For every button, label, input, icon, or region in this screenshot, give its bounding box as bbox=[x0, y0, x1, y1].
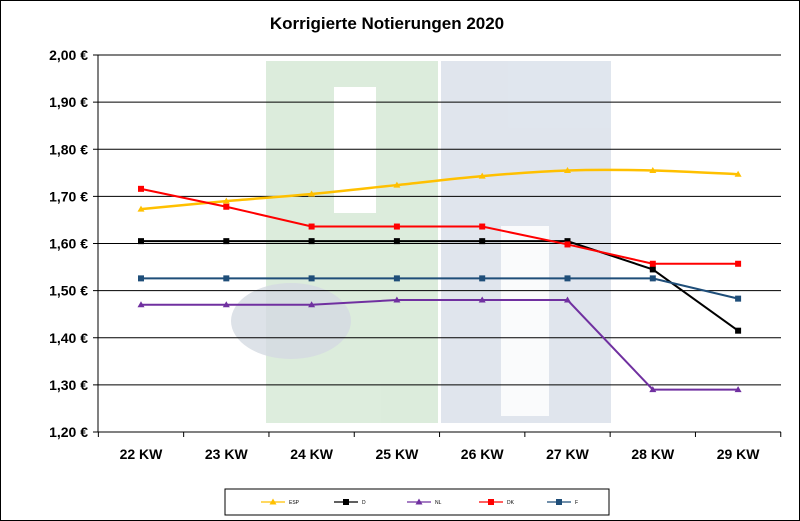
data-point-d bbox=[649, 266, 656, 273]
data-point-f bbox=[564, 275, 571, 282]
y-tick-label: 2,00 € bbox=[49, 47, 88, 63]
data-point-f bbox=[138, 275, 144, 282]
x-tick-label: 26 KW bbox=[461, 446, 505, 462]
data-point-esp bbox=[393, 181, 401, 188]
data-point-nl bbox=[478, 296, 486, 303]
x-tick-label: 28 KW bbox=[631, 446, 675, 462]
data-point-f bbox=[735, 295, 742, 302]
data-point-dk bbox=[223, 203, 230, 210]
series-line-f bbox=[141, 277, 739, 300]
legend-marker-nl bbox=[415, 498, 423, 505]
data-point-nl bbox=[308, 301, 316, 308]
data-point-esp bbox=[734, 170, 742, 177]
legend-marker-esp bbox=[269, 498, 277, 505]
y-tick-label: 1,50 € bbox=[49, 283, 88, 299]
chart-title: Korrigierte Notierungen 2020 bbox=[270, 14, 504, 33]
series-line-nl bbox=[141, 299, 739, 391]
data-point-d bbox=[735, 327, 742, 334]
legend-label-esp: ESP bbox=[289, 500, 300, 506]
data-point-dk bbox=[138, 185, 144, 192]
data-point-d bbox=[223, 238, 230, 245]
x-axis-ticks: 22 KW 23 KW 24 KW 25 KW 26 KW 27 KW 28 KW 29 KW bbox=[97, 432, 782, 462]
data-point-nl bbox=[734, 386, 742, 393]
y-tick-label: 1,40 € bbox=[49, 330, 88, 346]
data-point-f bbox=[649, 275, 656, 282]
x-tick-label: 23 KW bbox=[205, 446, 249, 462]
legend-label-nl: NL bbox=[435, 500, 442, 506]
data-point-f bbox=[223, 275, 230, 282]
legend-label-d: D bbox=[362, 500, 366, 506]
x-tick-label: 22 KW bbox=[120, 446, 164, 462]
legend-marker-dk bbox=[488, 499, 494, 505]
data-point-esp bbox=[308, 190, 316, 197]
data-point-nl bbox=[649, 386, 657, 393]
data-point-d bbox=[138, 238, 144, 245]
series-line-esp bbox=[140, 168, 739, 211]
data-point-esp bbox=[649, 166, 657, 173]
data-point-esp bbox=[222, 197, 230, 204]
data-point-esp bbox=[564, 166, 571, 173]
series-markers bbox=[137, 166, 742, 393]
legend-label-dk: DK bbox=[507, 500, 515, 506]
data-point-nl bbox=[137, 301, 145, 308]
data-point-dk bbox=[649, 260, 656, 267]
series-line-dk bbox=[140, 187, 739, 265]
series-lines bbox=[140, 168, 739, 391]
data-point-d bbox=[393, 238, 400, 245]
data-point-d bbox=[479, 238, 486, 245]
data-point-esp bbox=[478, 172, 486, 179]
y-tick-label: 1,30 € bbox=[49, 377, 88, 393]
y-axis-ticks: 1,20 € 1,30 € 1,40 € 1,50 € 1,60 € 1,70 € 1,80… bbox=[49, 47, 88, 440]
data-point-d bbox=[564, 238, 571, 245]
x-tick-label: 25 KW bbox=[376, 446, 420, 462]
data-point-dk bbox=[479, 223, 486, 230]
data-point-nl bbox=[393, 296, 401, 303]
data-point-dk bbox=[308, 223, 315, 230]
data-point-nl bbox=[564, 296, 571, 303]
data-point-dk bbox=[564, 241, 571, 248]
legend-marker-f bbox=[556, 499, 562, 505]
legend: ESP D NL DK F bbox=[224, 488, 610, 516]
data-point-esp bbox=[137, 205, 145, 212]
data-point-dk bbox=[393, 223, 400, 230]
gridlines bbox=[93, 54, 781, 433]
data-point-f bbox=[308, 275, 315, 282]
data-point-f bbox=[479, 275, 486, 282]
y-tick-label: 1,90 € bbox=[49, 94, 88, 110]
data-point-d bbox=[308, 238, 315, 245]
x-tick-label: 24 KW bbox=[290, 446, 334, 462]
data-point-nl bbox=[222, 301, 230, 308]
data-point-f bbox=[393, 275, 400, 282]
y-tick-label: 1,20 € bbox=[49, 424, 88, 440]
series-line-d bbox=[141, 240, 739, 332]
y-tick-label: 1,80 € bbox=[49, 141, 88, 157]
x-tick-label: 27 KW bbox=[546, 446, 590, 462]
y-tick-label: 1,70 € bbox=[49, 188, 88, 204]
x-tick-label: 29 KW bbox=[717, 446, 761, 462]
y-tick-label: 1,60 € bbox=[49, 236, 88, 252]
data-point-dk bbox=[735, 260, 742, 267]
legend-label-f: F bbox=[575, 500, 578, 506]
legend-marker-d bbox=[343, 499, 349, 505]
